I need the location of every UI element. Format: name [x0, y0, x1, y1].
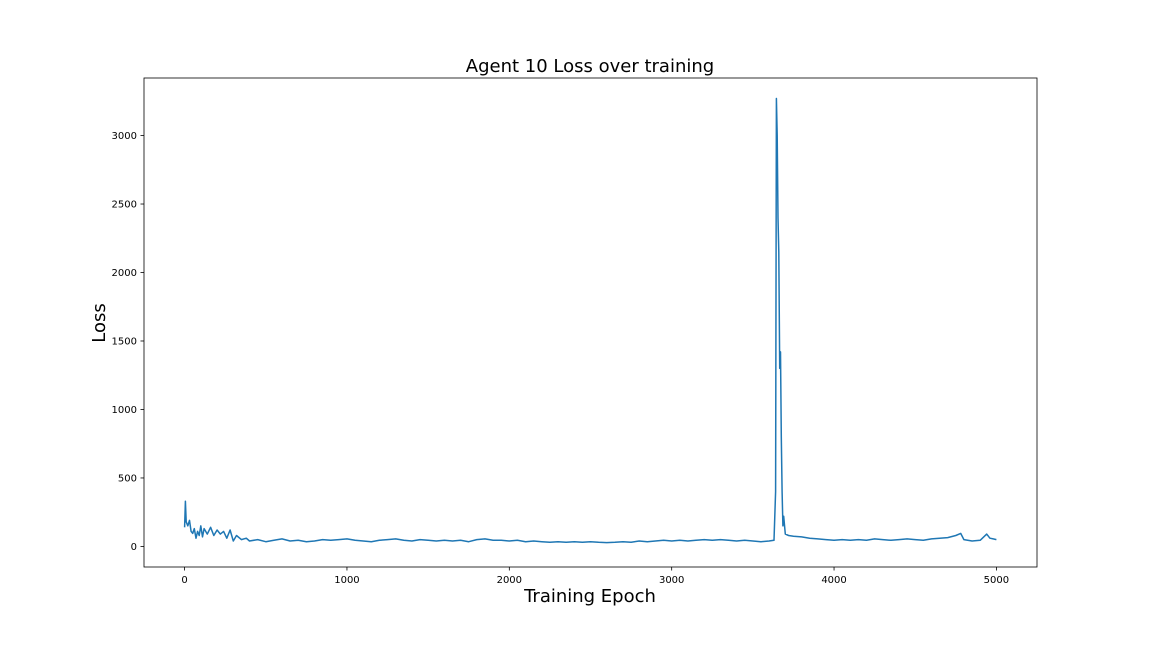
- chart-title: Agent 10 Loss over training: [466, 56, 714, 77]
- x-axis-label: Training Epoch: [523, 586, 656, 607]
- y-tick-label: 0: [131, 542, 137, 553]
- x-tick-label: 2000: [497, 575, 522, 586]
- x-tick-label: 3000: [659, 575, 684, 586]
- y-tick-label: 2000: [112, 268, 137, 279]
- x-tick-label: 4000: [821, 575, 846, 586]
- axes-frame: [143, 77, 1038, 568]
- y-tick-label: 3000: [112, 131, 137, 142]
- series-layer: [183, 97, 997, 544]
- plot-area: [144, 78, 1037, 567]
- x-tick-label: 5000: [984, 575, 1009, 586]
- x-axis: 0 1000 2000 3000 4000 5000: [181, 567, 1009, 586]
- series-line-0: [183, 97, 997, 544]
- x-tick-label: 1000: [334, 575, 359, 586]
- y-tick-label: 500: [118, 473, 137, 484]
- y-tick-label: 1500: [112, 336, 137, 347]
- y-axis-label: Loss: [89, 303, 110, 342]
- y-axis: 0 500 1000 1500 2000 2500 3000: [112, 131, 144, 553]
- y-tick-label: 2500: [112, 200, 137, 211]
- x-tick-label: 0: [181, 575, 187, 586]
- y-tick-label: 1000: [112, 405, 137, 416]
